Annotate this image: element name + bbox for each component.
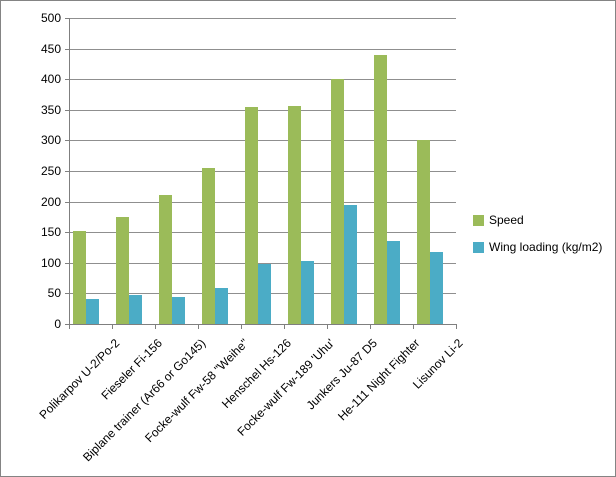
- gridline: [69, 171, 456, 172]
- x-axis-line: [69, 324, 457, 325]
- x-axis-tick: [456, 324, 457, 329]
- x-axis-tick: [241, 324, 242, 329]
- bar-wing-loading-kg-m2: [86, 299, 99, 324]
- x-axis-tick: [370, 324, 371, 329]
- y-tick-label: 450: [40, 42, 61, 56]
- bar-wing-loading-kg-m2: [430, 252, 443, 324]
- x-axis-tick: [413, 324, 414, 329]
- bar-wing-loading-kg-m2: [129, 295, 142, 324]
- x-axis-tick: [112, 324, 113, 329]
- gridline: [69, 232, 456, 233]
- gridline: [69, 18, 456, 19]
- gridline: [69, 140, 456, 141]
- y-axis-tick: [65, 202, 69, 203]
- x-axis-tick: [155, 324, 156, 329]
- legend-swatch-wing-loading: [473, 241, 484, 253]
- y-tick-label: 150: [40, 225, 61, 239]
- bar-speed: [288, 106, 301, 324]
- bar-speed: [417, 140, 430, 324]
- y-axis-tick: [65, 79, 69, 80]
- x-axis-tick: [198, 324, 199, 329]
- y-axis-tick: [65, 49, 69, 50]
- legend-label-speed: Speed: [489, 213, 524, 227]
- legend-swatch-speed: [473, 214, 484, 226]
- y-axis-tick: [65, 171, 69, 172]
- bar-speed: [245, 107, 258, 324]
- y-axis-tick: [65, 232, 69, 233]
- bar-speed: [73, 231, 86, 324]
- y-tick-label: 250: [40, 164, 61, 178]
- bar-wing-loading-kg-m2: [172, 297, 185, 324]
- gridline: [69, 263, 456, 264]
- x-category-label: He-111 Night Fighter: [335, 336, 423, 424]
- y-tick-label: 300: [40, 133, 61, 147]
- legend-label-wing-loading: Wing loading (kg/m2): [489, 240, 603, 254]
- y-axis-tick: [65, 140, 69, 141]
- bar-speed: [159, 195, 172, 324]
- bar-wing-loading-kg-m2: [387, 241, 400, 324]
- gridline: [69, 202, 456, 203]
- x-axis-tick: [284, 324, 285, 329]
- x-axis-tick: [327, 324, 328, 329]
- bar-speed: [374, 55, 387, 324]
- y-tick-label: 200: [40, 195, 61, 209]
- bar-speed: [331, 79, 344, 324]
- bar-wing-loading-kg-m2: [301, 261, 314, 324]
- bar-speed: [202, 168, 215, 324]
- x-axis-tick: [69, 324, 70, 329]
- x-category-label: Polikarpov U-2/Po-2: [36, 336, 122, 422]
- y-tick-label: 400: [40, 72, 61, 86]
- bar-speed: [116, 217, 129, 324]
- y-tick-label: 50: [47, 286, 61, 300]
- legend-item-wing-loading: Wing loading (kg/m2): [473, 240, 602, 254]
- y-axis-line: [69, 18, 70, 325]
- y-axis-tick: [65, 18, 69, 19]
- gridline: [69, 110, 456, 111]
- y-tick-label: 100: [40, 256, 61, 270]
- gridline: [69, 49, 456, 50]
- y-tick-label: 350: [40, 103, 61, 117]
- y-axis-tick: [65, 263, 69, 264]
- gridline: [69, 79, 456, 80]
- legend: Speed Wing loading (kg/m2): [473, 213, 602, 267]
- y-axis-tick: [65, 324, 69, 325]
- y-axis-tick: [65, 110, 69, 111]
- y-axis-tick: [65, 293, 69, 294]
- bar-wing-loading-kg-m2: [344, 205, 357, 324]
- bar-wing-loading-kg-m2: [258, 264, 271, 324]
- legend-item-speed: Speed: [473, 213, 602, 227]
- y-tick-label: 500: [40, 11, 61, 25]
- y-tick-label: 0: [54, 317, 61, 331]
- bar-wing-loading-kg-m2: [215, 288, 228, 324]
